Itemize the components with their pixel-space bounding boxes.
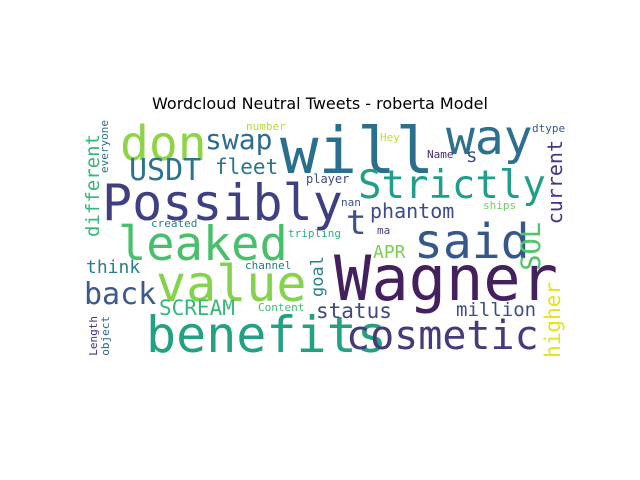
word-current: current	[543, 140, 566, 225]
word-cosmetic: cosmetic	[346, 313, 539, 359]
word-strictly: Strictly	[358, 163, 546, 208]
word-nan: nan	[341, 196, 361, 209]
word-swap: swap	[205, 123, 273, 156]
word-status: status	[316, 299, 392, 323]
word-possibly: Possibly	[102, 174, 343, 232]
word-created: created	[151, 217, 198, 230]
word-way: way	[446, 120, 533, 166]
word-fleet: fleet	[215, 155, 279, 179]
word-back: back	[84, 277, 157, 312]
word-will: will	[280, 120, 435, 189]
word-everyone: everyone	[98, 120, 111, 173]
word-apr: APR	[373, 242, 406, 263]
chart-title: Wordcloud Neutral Tweets - roberta Model	[152, 94, 488, 113]
word-name: Name	[427, 148, 454, 161]
word-t: t	[346, 203, 367, 243]
word-million: million	[456, 299, 537, 321]
word-tripling: tripling	[288, 227, 341, 240]
word-dtype: dtype	[532, 122, 566, 135]
word-channel: channel	[245, 259, 292, 272]
word-phantom: phantom	[370, 199, 455, 223]
word-sol: SOL	[516, 222, 547, 271]
word-benefits: benefits	[146, 306, 387, 364]
word-player: player	[306, 172, 350, 186]
word-content: Content	[258, 301, 305, 314]
word-said: said	[414, 214, 530, 270]
word-higher: higher	[541, 282, 565, 358]
word-wagner: Wagner	[334, 242, 558, 315]
word-hey: Hey	[380, 131, 400, 144]
word-ma: ma	[377, 224, 391, 237]
word-scream: SCREAM	[159, 296, 235, 320]
wordcloud-canvas: Wagner will benefits Possibly value leak…	[80, 120, 566, 365]
word-value: value	[156, 255, 307, 313]
word-usdt: USDT	[129, 153, 202, 188]
word-object: object	[99, 316, 112, 356]
word-goal: goal	[308, 256, 328, 297]
word-number: number	[246, 120, 286, 133]
word-ships: ships	[483, 199, 517, 212]
word-don: don	[120, 120, 207, 172]
word-think: think	[86, 257, 141, 278]
word-length: Length	[87, 316, 100, 356]
word-leaked: leaked	[118, 217, 288, 272]
word-s: s	[466, 145, 478, 167]
